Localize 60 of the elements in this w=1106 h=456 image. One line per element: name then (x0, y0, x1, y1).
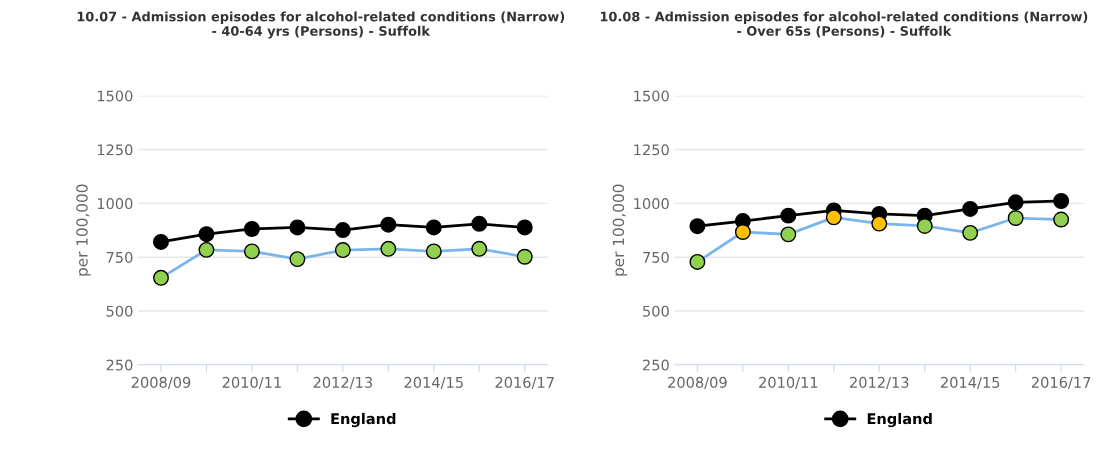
point (153, 269, 169, 286)
point (380, 240, 397, 257)
point (243, 221, 260, 237)
point (1053, 193, 1070, 209)
point (962, 200, 979, 217)
y-tick-label: 750 (643, 251, 669, 263)
point (334, 242, 351, 259)
y-tick-label: 250 (106, 359, 133, 371)
y-tick-label: 250 (643, 359, 669, 371)
x-tick-label: 2012/13 (850, 376, 909, 390)
point (425, 219, 442, 236)
y-axis-title: per 100,000 (612, 184, 628, 276)
point (334, 222, 351, 239)
legend-label: England (331, 412, 396, 428)
point (380, 216, 397, 233)
point (825, 209, 842, 226)
point (516, 248, 533, 265)
point (198, 226, 215, 243)
x-tick-label: 2016/17 (1031, 376, 1091, 390)
point (1007, 210, 1024, 226)
point (780, 226, 797, 243)
point (471, 215, 488, 232)
point (871, 215, 888, 232)
y-tick-label: 500 (106, 305, 133, 317)
point (153, 233, 169, 250)
y-tick-label: 1250 (634, 144, 669, 156)
point (289, 219, 306, 236)
y-tick-label: 1000 (97, 198, 133, 210)
y-tick-label: 1250 (97, 144, 133, 156)
x-tick-label: 2010/11 (222, 376, 281, 390)
point (1007, 194, 1024, 211)
point (471, 240, 488, 257)
y-tick-label: 1500 (97, 90, 133, 102)
y-tick-label: 500 (643, 305, 669, 317)
x-tick-label: 2014/15 (940, 376, 1000, 390)
point (962, 224, 979, 241)
x-tick-label: 2014/15 (404, 376, 463, 390)
y-tick-label: 1000 (634, 198, 669, 210)
point (289, 251, 306, 268)
point (689, 218, 706, 235)
point (243, 243, 260, 260)
point (689, 253, 706, 270)
point (916, 217, 933, 234)
x-tick-label: 2008/09 (668, 376, 727, 390)
x-tick-label: 2016/17 (495, 376, 554, 390)
legend-label: England (867, 412, 932, 428)
point (516, 219, 533, 236)
x-tick-label: 2012/13 (313, 376, 372, 390)
point (780, 207, 797, 224)
x-tick-label: 2008/09 (131, 376, 191, 390)
chart-title: 10.07 - Admission episodes for alcohol-related conditions (Narrow) - 40-64 yrs (Persons) - Suffolk (77, 11, 565, 39)
chart-title: 10.08 - Admission episodes for alcohol-related conditions (Narrow) - Over 65s (Persons) - Suffolk (600, 11, 1088, 38)
y-tick-label: 750 (106, 251, 133, 263)
point (1053, 211, 1070, 228)
x-tick-label: 2010/11 (759, 376, 818, 390)
point (198, 241, 215, 258)
point (425, 243, 442, 260)
y-axis-title: per 100,000 (76, 184, 91, 276)
point (734, 224, 751, 240)
y-tick-label: 1500 (634, 90, 669, 102)
